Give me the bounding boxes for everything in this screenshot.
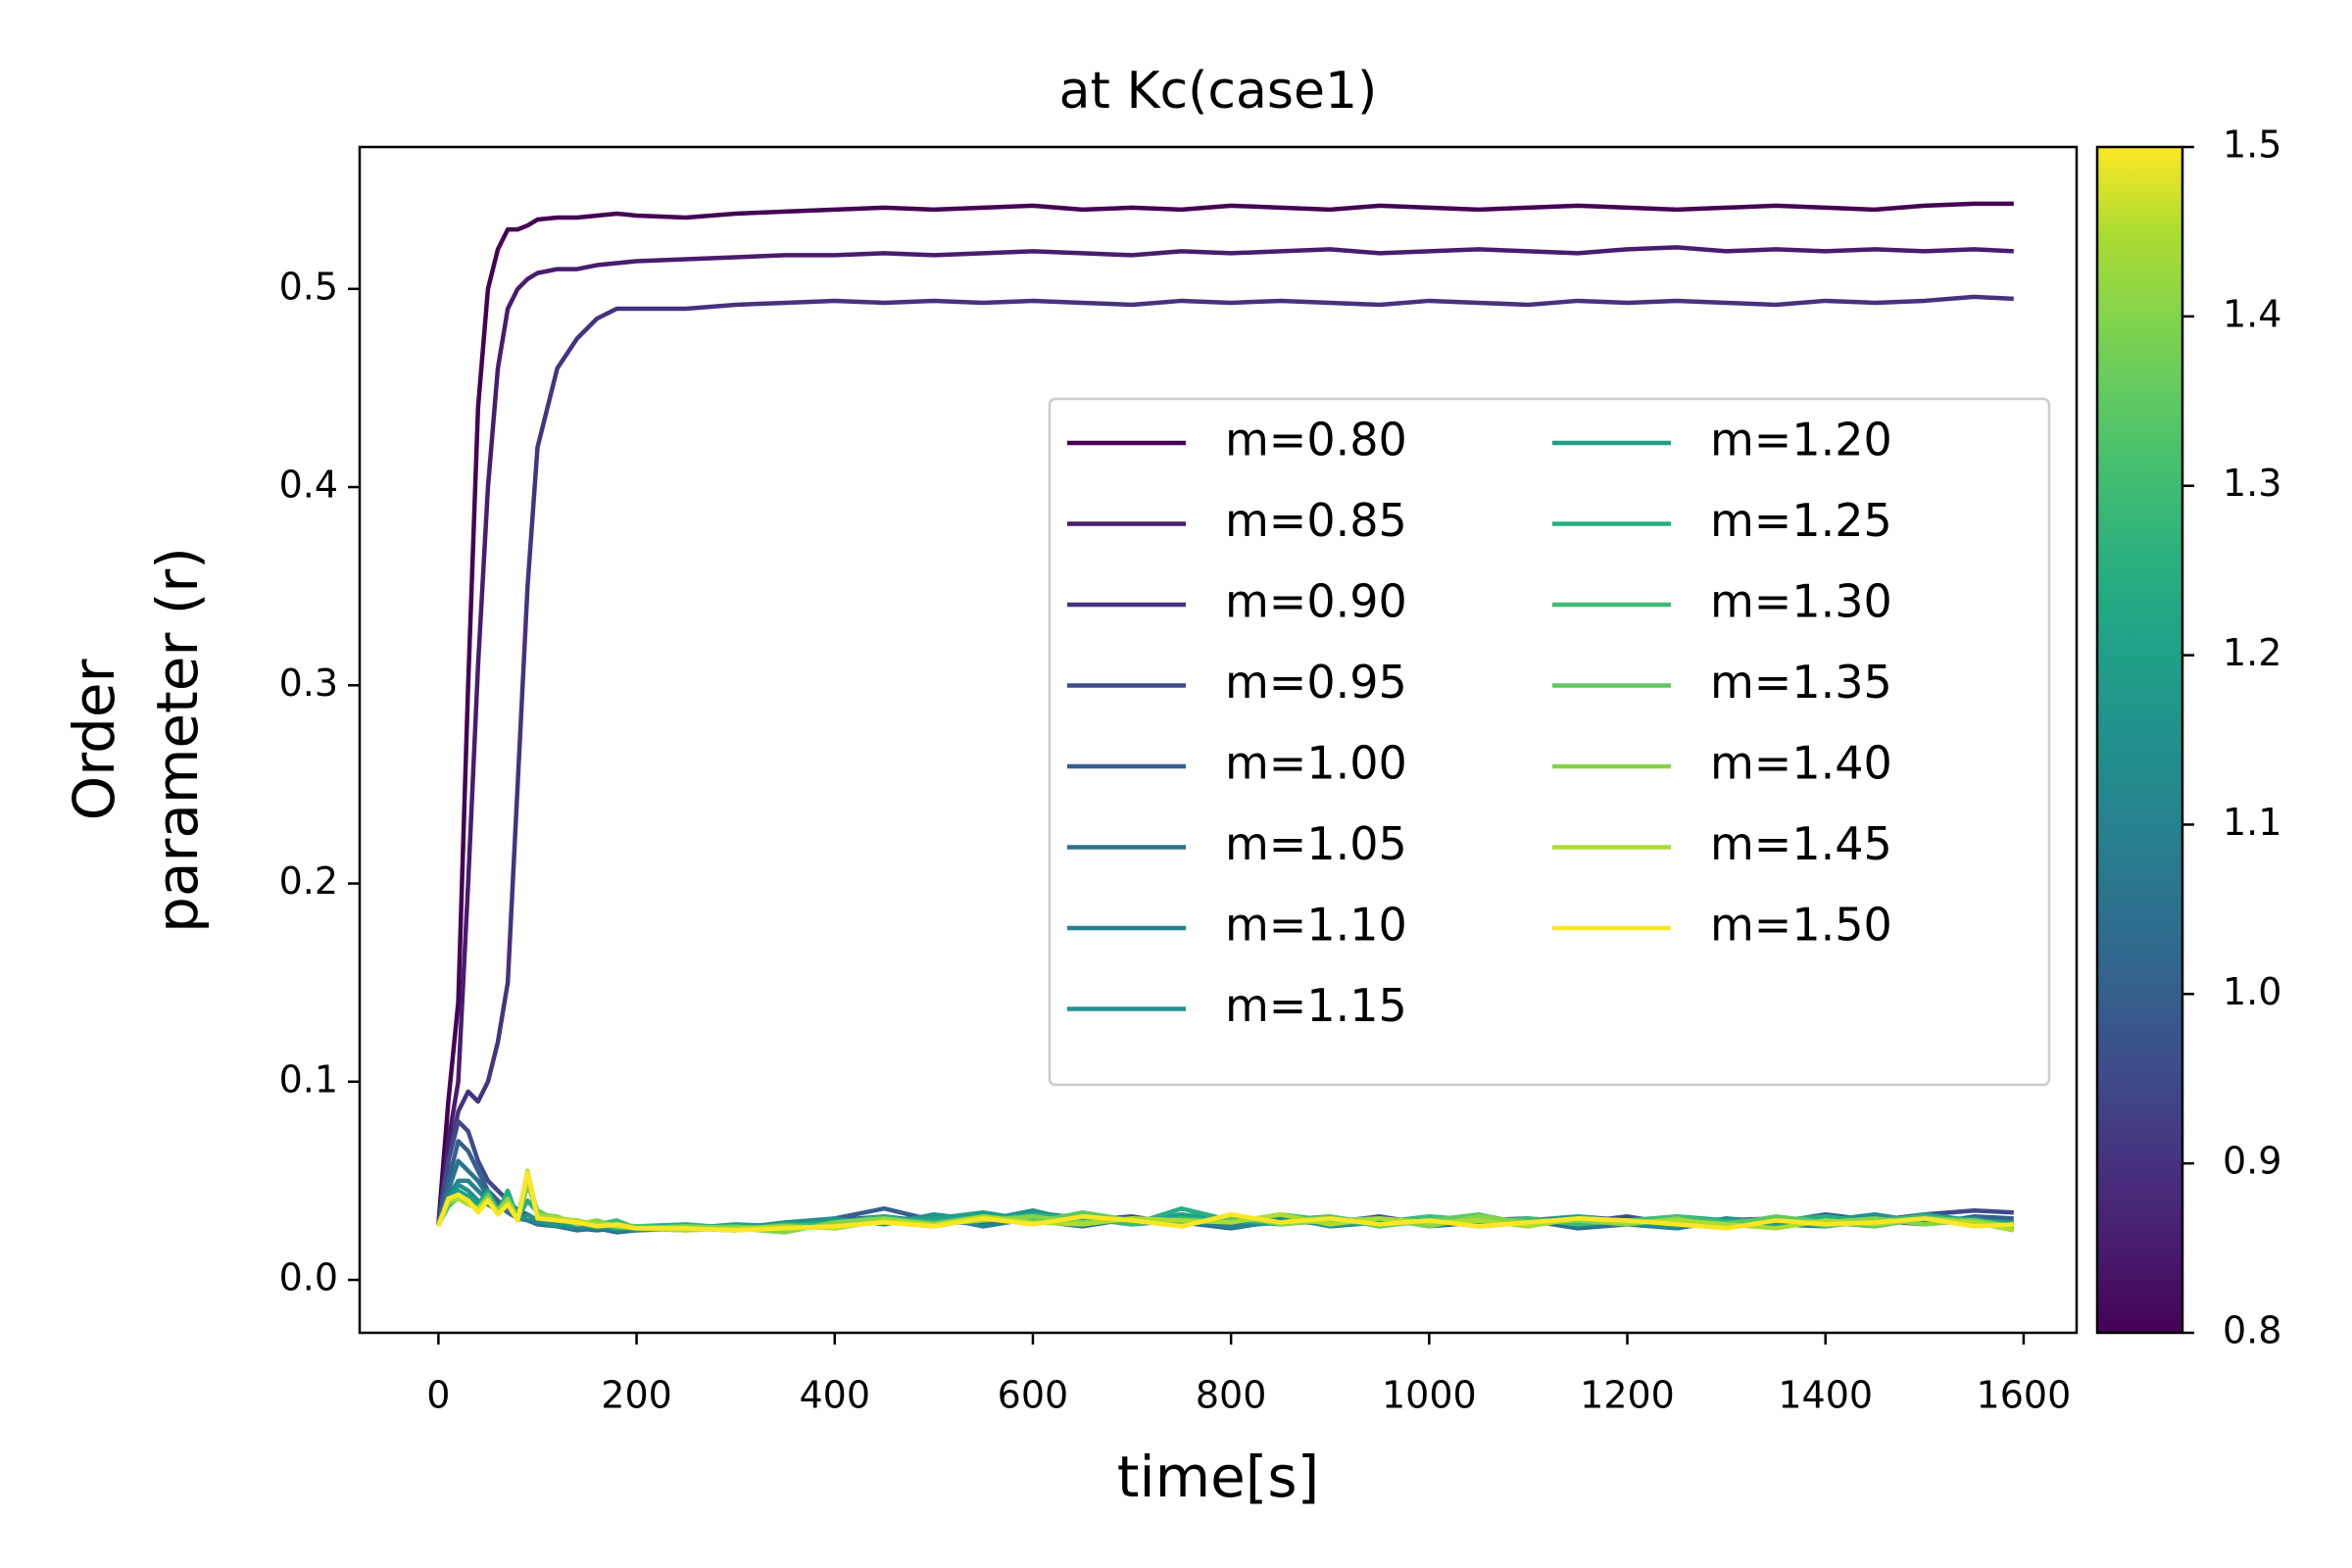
colorbar-tick-label: 0.8 (2223, 1309, 2281, 1352)
legend-box (1048, 397, 2051, 1087)
colorbar (2095, 145, 2184, 1335)
colorbar-tick-label: 1.4 (2223, 292, 2281, 335)
legend-label: m=1.00 (1225, 737, 1407, 790)
legend-label: m=1.45 (1710, 817, 1892, 870)
legend-label: m=1.25 (1710, 494, 1892, 547)
legend-label: m=1.35 (1710, 656, 1892, 709)
colorbar-tick-label: 1.1 (2223, 801, 2281, 844)
x-tick-label: 1400 (1778, 1374, 1873, 1417)
x-tick-label: 0 (426, 1374, 450, 1417)
chart-title: at Kc(case1) (1059, 62, 1378, 121)
axes-frame (358, 145, 2079, 1335)
x-tick-label: 400 (799, 1374, 870, 1417)
series-line (436, 201, 2014, 1225)
legend-label: m=1.20 (1710, 414, 1892, 466)
series-line (436, 294, 2014, 1225)
legend-label: m=0.95 (1225, 656, 1407, 709)
x-tick-label: 200 (601, 1374, 672, 1417)
x-tick-label: 600 (998, 1374, 1069, 1417)
legend-label: m=1.30 (1710, 575, 1892, 628)
series-line (436, 1170, 2014, 1233)
y-axis-label-line: Order (61, 659, 127, 820)
y-axis-label-line: parameter (r) (144, 547, 211, 933)
series-line (436, 245, 2014, 1225)
colorbar-tick-label: 1.0 (2223, 970, 2281, 1013)
x-tick-label: 1000 (1382, 1374, 1477, 1417)
x-tick-label: 800 (1196, 1374, 1267, 1417)
x-axis-label: time[s] (1117, 1444, 1320, 1510)
legend-label: m=0.80 (1225, 414, 1407, 466)
colorbar-tick-label: 1.2 (2223, 631, 2281, 674)
plot-area (436, 201, 2015, 1235)
y-tick-label: 0.1 (279, 1057, 338, 1101)
y-tick-label: 0.5 (279, 265, 338, 308)
legend-label: m=0.90 (1225, 575, 1407, 628)
legend-label: m=1.50 (1710, 899, 1892, 952)
y-tick-label: 0.4 (279, 464, 338, 507)
legend-label: m=1.15 (1225, 979, 1407, 1032)
colorbar-tick-label: 1.5 (2223, 123, 2281, 167)
colorbar-tick-label: 0.9 (2223, 1140, 2281, 1183)
legend-label: m=1.40 (1710, 737, 1892, 790)
colorbar-tick-label: 1.3 (2223, 462, 2281, 505)
legend-label: m=1.05 (1225, 817, 1407, 870)
legend-label: m=1.10 (1225, 899, 1407, 952)
y-tick-label: 0.0 (279, 1256, 338, 1299)
y-tick-label: 0.3 (279, 662, 338, 705)
x-tick-label: 1600 (1977, 1374, 2072, 1417)
x-tick-label: 1200 (1580, 1374, 1675, 1417)
y-tick-label: 0.2 (279, 859, 338, 903)
legend-label: m=0.85 (1225, 494, 1407, 547)
y-axis-label: Order parameter (r) (61, 547, 211, 933)
